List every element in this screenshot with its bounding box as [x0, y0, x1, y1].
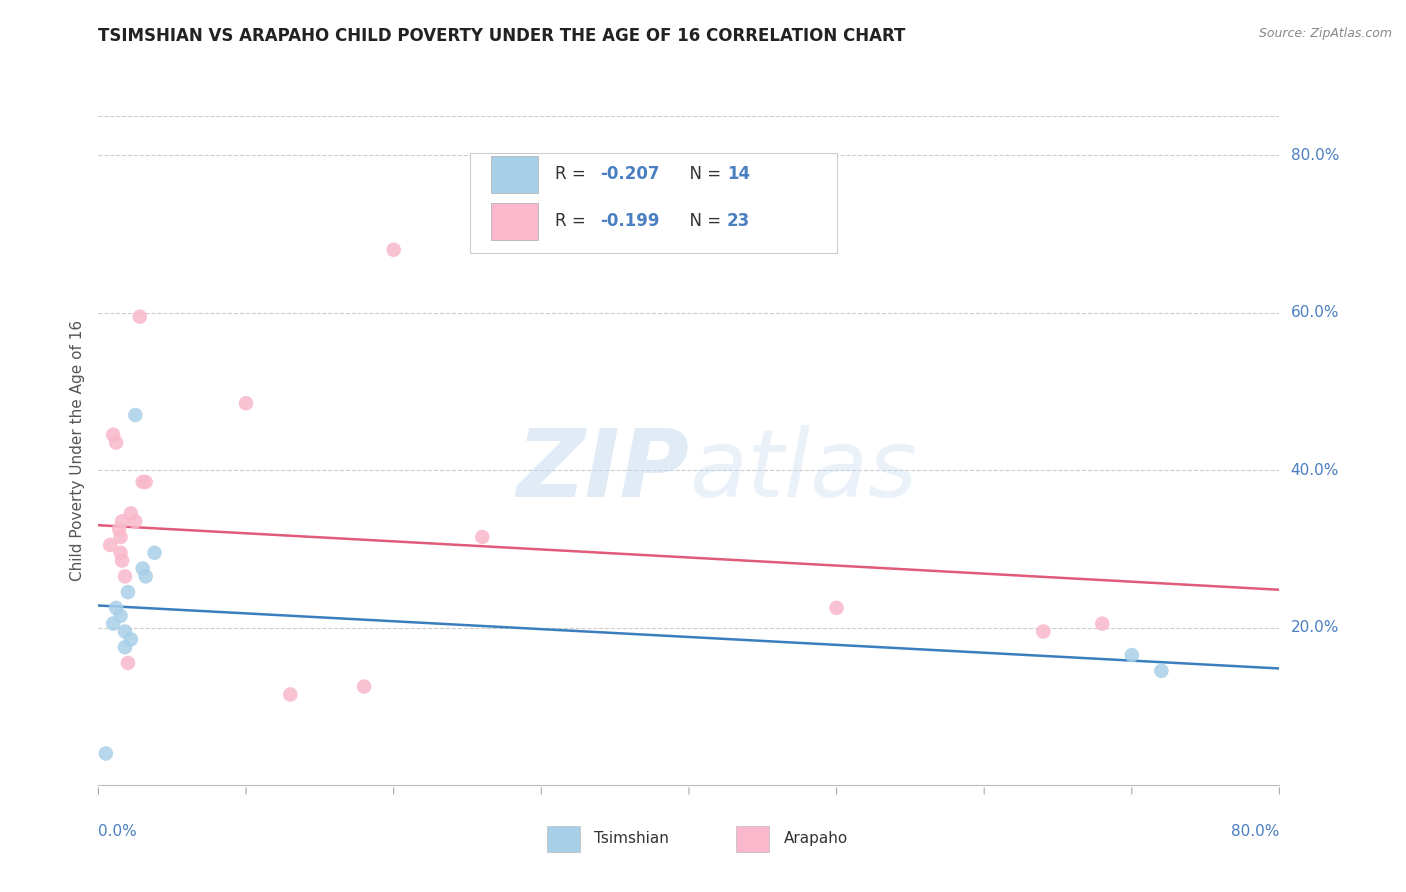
- Point: [382, 243, 405, 257]
- Point: [98, 538, 121, 552]
- Point: [124, 514, 146, 528]
- Point: [825, 600, 848, 615]
- Point: [108, 522, 131, 536]
- Text: Source: ZipAtlas.com: Source: ZipAtlas.com: [1258, 27, 1392, 40]
- Text: 0.0%: 0.0%: [98, 824, 138, 838]
- Point: [132, 561, 155, 575]
- Text: atlas: atlas: [689, 425, 917, 516]
- Point: [132, 475, 155, 489]
- Point: [111, 554, 134, 568]
- Text: 60.0%: 60.0%: [1291, 305, 1339, 320]
- Point: [235, 396, 257, 410]
- Text: 80.0%: 80.0%: [1232, 824, 1279, 838]
- Y-axis label: Child Poverty Under the Age of 16: Child Poverty Under the Age of 16: [69, 320, 84, 581]
- Point: [105, 435, 128, 450]
- Point: [471, 530, 494, 544]
- Bar: [547, 826, 581, 852]
- Point: [110, 530, 132, 544]
- Point: [135, 475, 157, 489]
- Text: 23: 23: [727, 212, 749, 230]
- Point: [353, 680, 375, 694]
- Point: [120, 632, 142, 647]
- Point: [114, 624, 136, 639]
- Text: R =: R =: [555, 212, 592, 230]
- Point: [94, 747, 117, 761]
- Point: [111, 514, 134, 528]
- Point: [135, 569, 157, 583]
- Point: [105, 600, 128, 615]
- Point: [114, 569, 136, 583]
- Text: N =: N =: [679, 166, 727, 184]
- Point: [117, 585, 139, 599]
- Bar: [491, 156, 537, 193]
- Text: 40.0%: 40.0%: [1291, 463, 1339, 477]
- Text: 20.0%: 20.0%: [1291, 620, 1339, 635]
- Text: ZIP: ZIP: [516, 425, 689, 516]
- Point: [1091, 616, 1114, 631]
- Point: [120, 507, 142, 521]
- Point: [114, 640, 136, 655]
- Point: [110, 608, 132, 623]
- Text: -0.207: -0.207: [600, 166, 659, 184]
- Text: TSIMSHIAN VS ARAPAHO CHILD POVERTY UNDER THE AGE OF 16 CORRELATION CHART: TSIMSHIAN VS ARAPAHO CHILD POVERTY UNDER…: [98, 27, 905, 45]
- Point: [1032, 624, 1054, 639]
- Point: [128, 310, 150, 324]
- Point: [1121, 648, 1143, 662]
- Point: [143, 546, 166, 560]
- Point: [1150, 664, 1173, 678]
- Text: Tsimshian: Tsimshian: [595, 831, 669, 847]
- Bar: [491, 202, 537, 240]
- Text: N =: N =: [679, 212, 727, 230]
- Point: [103, 427, 125, 442]
- Text: Arapaho: Arapaho: [783, 831, 848, 847]
- Point: [103, 616, 125, 631]
- Bar: [737, 826, 769, 852]
- Point: [117, 656, 139, 670]
- Text: -0.199: -0.199: [600, 212, 659, 230]
- Text: 80.0%: 80.0%: [1291, 148, 1339, 163]
- Point: [124, 408, 146, 422]
- Point: [110, 546, 132, 560]
- Text: R =: R =: [555, 166, 592, 184]
- Point: [278, 688, 302, 702]
- FancyBboxPatch shape: [471, 153, 837, 253]
- Text: 14: 14: [727, 166, 749, 184]
